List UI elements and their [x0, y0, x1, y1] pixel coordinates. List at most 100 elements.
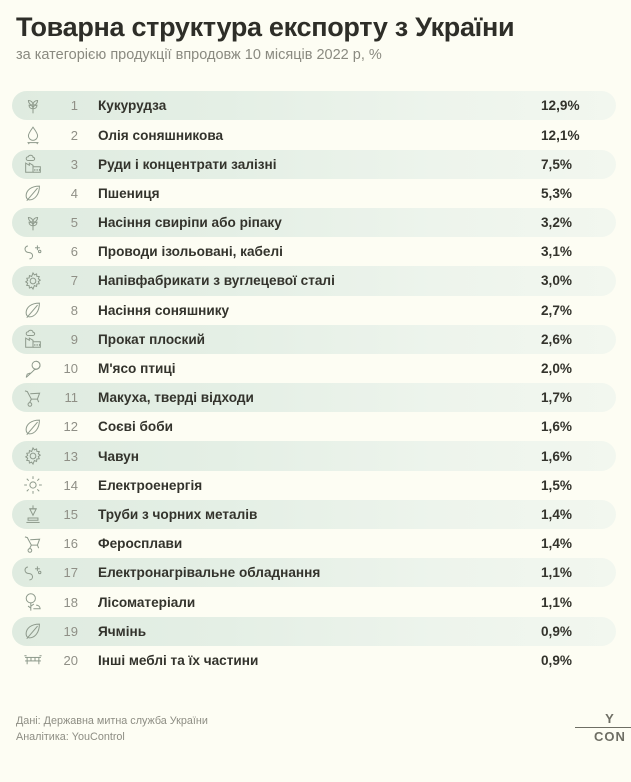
- row-rank: 5: [70, 215, 78, 231]
- table-row: 5 Насіння свиріпи або ріпаку 3,2%: [12, 207, 616, 238]
- row-value: 1,6%: [541, 448, 572, 464]
- row-label: Макуха, тверді відходи: [98, 390, 254, 406]
- row-value: 1,6%: [541, 419, 572, 435]
- row-band: [12, 266, 616, 296]
- row-label: Лісоматеріали: [98, 594, 196, 610]
- row-value: 1,4%: [541, 506, 572, 522]
- table-row: 17 Електронагрівальне обладнання 1,1%: [12, 558, 616, 588]
- row-rank: 15: [63, 506, 78, 522]
- gear-icon: [18, 444, 48, 468]
- table-row: 20 Інші меблі та їх частини 0,9%: [12, 646, 616, 675]
- grain-ear-icon: [18, 94, 48, 118]
- row-label: Насіння свиріпи або ріпаку: [98, 215, 282, 231]
- cable-icon: [18, 561, 48, 585]
- factory-icon: [18, 152, 48, 176]
- row-label: Прокат плоский: [98, 331, 206, 347]
- row-label: Електронагрівальне обладнання: [98, 565, 321, 581]
- row-rank: 12: [63, 419, 78, 435]
- row-rank: 19: [63, 623, 78, 639]
- row-rank: 14: [63, 477, 78, 493]
- wheelbarrow-icon: [18, 386, 48, 410]
- table-row: 3 Руди і концентрати залізні 7,5%: [12, 149, 616, 179]
- analytics-note: Аналітика: YouControl: [16, 731, 125, 744]
- row-rank: 2: [70, 127, 78, 143]
- table-row: 15 Труби з чорних металів 1,4%: [12, 499, 616, 530]
- row-label: Олія соняшникова: [98, 127, 224, 143]
- row-rank: 8: [70, 302, 78, 318]
- row-value: 1,7%: [541, 390, 572, 406]
- export-ranking-list: 1 Кукурудза 12,9% 2 Олія соняшникова 12,1% 3 Ру…: [0, 91, 631, 675]
- row-rank: 1: [70, 98, 78, 114]
- logo-bottom-text: CON: [594, 729, 626, 744]
- row-rank: 20: [63, 652, 78, 668]
- table-row: 9 Прокат плоский 2,6%: [12, 324, 616, 354]
- sun-energy-icon: [18, 473, 48, 497]
- table-row: 16 Феросплави 1,4%: [12, 529, 616, 558]
- row-label: М'ясо птиці: [98, 361, 176, 377]
- row-label: Насіння соняшнику: [98, 302, 230, 318]
- table-row: 13 Чавун 1,6%: [12, 441, 616, 471]
- leaf-icon: [18, 619, 48, 643]
- row-band: [12, 558, 616, 588]
- row-rank: 16: [63, 536, 78, 552]
- oil-droplet-icon: [18, 123, 48, 147]
- header: Товарна структура експорту з України за …: [0, 0, 631, 63]
- tree-icon: [18, 590, 48, 614]
- row-label: Руди і концентрати залізні: [98, 156, 277, 172]
- row-value: 7,5%: [541, 156, 572, 172]
- row-value: 2,6%: [541, 331, 572, 347]
- table-row: 2 Олія соняшникова 12,1%: [12, 120, 616, 149]
- row-value: 0,9%: [541, 623, 572, 639]
- wheelbarrow-icon: [18, 532, 48, 556]
- row-label: Напівфабрикати з вуглецевої сталі: [98, 273, 335, 289]
- gear-icon: [18, 269, 48, 293]
- footer: Дані: Державна митна служба України Анал…: [16, 713, 208, 746]
- page-subtitle: за категорією продукції впродовж 10 міся…: [16, 47, 382, 64]
- row-value: 2,0%: [541, 361, 572, 377]
- row-band: [12, 149, 616, 179]
- logo-top-text: Y: [575, 711, 631, 728]
- table-row: 10 М'ясо птиці 2,0%: [12, 354, 616, 383]
- row-rank: 13: [63, 448, 78, 464]
- row-label: Проводи ізольовані, кабелі: [98, 244, 283, 260]
- poultry-leg-icon: [18, 357, 48, 381]
- table-row: 12 Соєві боби 1,6%: [12, 412, 616, 441]
- row-label: Електроенергія: [98, 477, 203, 493]
- table-row: 18 Лісоматеріали 1,1%: [12, 587, 616, 616]
- row-value: 1,5%: [541, 477, 572, 493]
- row-label: Пшениця: [98, 185, 160, 201]
- data-source-note: Дані: Державна митна служба України: [16, 714, 208, 727]
- row-label: Феросплави: [98, 536, 183, 552]
- row-value: 3,1%: [541, 244, 572, 260]
- row-rank: 9: [70, 331, 78, 347]
- row-value: 0,9%: [541, 652, 572, 668]
- furniture-icon: [18, 648, 48, 672]
- table-row: 11 Макуха, тверді відходи 1,7%: [12, 383, 616, 413]
- table-row: 14 Електроенергія 1,5%: [12, 471, 616, 500]
- cable-icon: [18, 240, 48, 264]
- row-rank: 6: [70, 244, 78, 260]
- row-rank: 18: [63, 594, 78, 610]
- youcontrol-logo: Y CON: [575, 711, 631, 744]
- row-band: [12, 383, 616, 413]
- table-row: 8 Насіння соняшнику 2,7%: [12, 296, 616, 325]
- row-rank: 4: [70, 185, 78, 201]
- row-rank: 11: [64, 390, 79, 406]
- row-value: 12,1%: [541, 127, 580, 143]
- table-row: 6 Проводи ізольовані, кабелі 3,1%: [12, 237, 616, 266]
- row-value: 3,2%: [541, 215, 572, 231]
- table-row: 7 Напівфабрикати з вуглецевої сталі 3,0%: [12, 266, 616, 296]
- row-band: [12, 499, 616, 530]
- leaf-icon: [18, 181, 48, 205]
- row-rank: 3: [70, 156, 78, 172]
- row-label: Соєві боби: [98, 419, 173, 435]
- row-value: 5,3%: [541, 185, 572, 201]
- row-value: 3,0%: [541, 273, 572, 289]
- row-band: [12, 441, 616, 471]
- factory-icon: [18, 327, 48, 351]
- row-value: 1,1%: [541, 594, 572, 610]
- metal-press-icon: [18, 502, 48, 526]
- table-row: 19 Ячмінь 0,9%: [12, 616, 616, 646]
- grain-ear-icon: [18, 211, 48, 235]
- table-row: 1 Кукурудза 12,9%: [12, 91, 616, 121]
